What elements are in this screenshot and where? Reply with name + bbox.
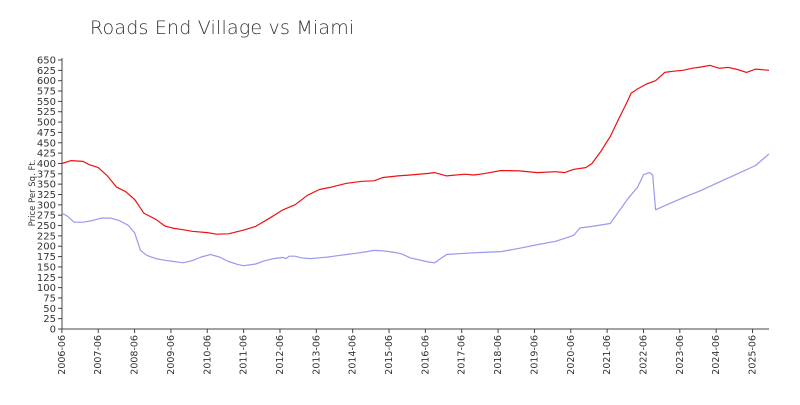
x-tick-label: 2017-06: [457, 335, 468, 375]
y-tick-label: 450: [37, 138, 56, 149]
y-tick-label: 625: [37, 66, 56, 77]
chart-title: Roads End Village vs Miami: [90, 17, 355, 39]
x-tick-label: 2023-06: [675, 335, 686, 375]
x-tick-label: 2019-06: [529, 335, 540, 375]
x-tick-label: 2012-06: [275, 335, 286, 375]
y-tick-label: 650: [37, 56, 56, 67]
y-tick-label: 525: [37, 107, 56, 118]
y-tick-label: 325: [37, 190, 56, 201]
y-tick-label: 575: [37, 87, 56, 98]
series-line-roads-end-village: [61, 64, 770, 235]
y-tick-label: 100: [37, 283, 56, 294]
x-tick-label: 2008-06: [130, 335, 141, 375]
y-tick-label: 425: [37, 149, 56, 160]
x-tick-label: 2014-06: [348, 335, 359, 375]
x-tick-label: 2011-06: [239, 335, 250, 375]
y-tick-label: 550: [37, 97, 56, 108]
x-tick-label: 2006-06: [57, 335, 68, 375]
y-tick-label: 600: [37, 76, 56, 87]
y-tick-label: 400: [37, 159, 56, 170]
y-tick-label: 250: [37, 221, 56, 232]
x-tick-label: 2024-06: [711, 335, 722, 375]
x-tick-label: 2018-06: [493, 335, 504, 375]
y-tick-label: 475: [37, 128, 56, 139]
x-tick-label: 2015-06: [384, 335, 395, 375]
y-tick-label: 225: [37, 231, 56, 242]
x-tick-label: 2025-06: [748, 335, 759, 375]
y-tick-label: 125: [37, 273, 56, 284]
series-line-miami: [61, 153, 770, 267]
x-tick-label: 2010-06: [202, 335, 213, 375]
x-tick-label: 2020-06: [566, 335, 577, 375]
x-tick-label: 2021-06: [602, 335, 613, 375]
y-tick-label: 25: [43, 314, 56, 325]
y-tick-label: 50: [43, 304, 56, 315]
y-tick-label: 0: [50, 325, 56, 336]
y-tick-label: 300: [37, 200, 56, 211]
y-tick-label: 150: [37, 262, 56, 273]
y-tick-label: 175: [37, 252, 56, 263]
y-tick-label: 350: [37, 180, 56, 191]
y-tick-label: 275: [37, 211, 56, 222]
y-tick-label: 500: [37, 118, 56, 129]
y-tick-label: 200: [37, 242, 56, 253]
x-tick-label: 2007-06: [93, 335, 104, 375]
y-axis-label: Price Per Sq. Ft.: [28, 160, 38, 227]
y-tick-label: 75: [43, 293, 56, 304]
x-tick-label: 2013-06: [311, 335, 322, 375]
x-tick-label: 2022-06: [638, 335, 649, 375]
y-tick-label: 375: [37, 169, 56, 180]
x-tick-label: 2009-06: [166, 335, 177, 375]
x-tick-label: 2016-06: [420, 335, 431, 375]
